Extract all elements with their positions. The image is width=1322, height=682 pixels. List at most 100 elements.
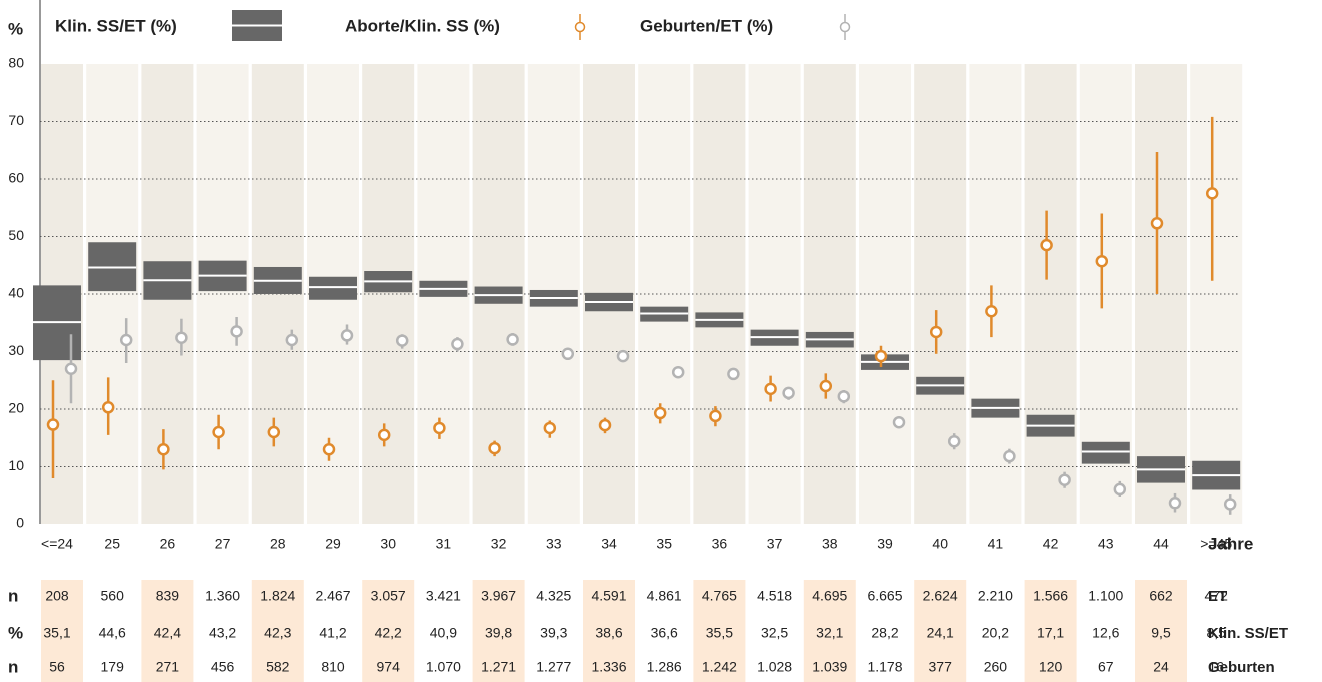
y-tick-label: 0 bbox=[16, 515, 24, 531]
table-cell: 24,1 bbox=[927, 625, 954, 641]
point bbox=[46, 418, 60, 431]
x-tick-label: 34 bbox=[601, 536, 617, 552]
point bbox=[1058, 473, 1071, 486]
x-tick-label: <=24 bbox=[41, 536, 73, 552]
table-cell: 42,4 bbox=[154, 625, 181, 641]
x-tick-label: 41 bbox=[988, 536, 1004, 552]
table-cell: 4.591 bbox=[591, 588, 626, 604]
table-cell: 1.242 bbox=[702, 659, 737, 675]
x-tick-label: 33 bbox=[546, 536, 562, 552]
x-tick-label: 31 bbox=[436, 536, 452, 552]
point bbox=[1113, 482, 1127, 496]
y-tick-label: 40 bbox=[8, 285, 24, 301]
y-tick-label: 30 bbox=[8, 342, 24, 358]
table-cell: 3.057 bbox=[371, 588, 406, 604]
table-cell: 1.028 bbox=[757, 659, 792, 675]
table-cell: 42,2 bbox=[375, 625, 402, 641]
table-column-bg bbox=[1024, 580, 1077, 682]
x-tick-label: 26 bbox=[160, 536, 176, 552]
table-cell: 4.695 bbox=[812, 588, 847, 604]
y-tick-label: 70 bbox=[8, 112, 24, 128]
table-cell: 12,6 bbox=[1092, 625, 1119, 641]
table-cell: 24 bbox=[1153, 659, 1169, 675]
x-axis-label: Jahre bbox=[1208, 534, 1253, 553]
ci-box bbox=[1081, 441, 1130, 464]
table-cell: 1.286 bbox=[647, 659, 682, 675]
table-cell: 472 bbox=[1205, 588, 1229, 604]
y-tick-label: 80 bbox=[8, 55, 24, 71]
x-tick-label: 32 bbox=[491, 536, 507, 552]
table-cell: 1.824 bbox=[260, 588, 295, 604]
x-tick-label: >=45 bbox=[1200, 536, 1232, 552]
point bbox=[561, 347, 575, 361]
point bbox=[395, 334, 409, 347]
point bbox=[64, 362, 78, 375]
table-cell: 2.467 bbox=[315, 588, 350, 604]
table-cell: 41,2 bbox=[319, 625, 346, 641]
table-cell: 4.518 bbox=[757, 588, 792, 604]
x-tick-label: 42 bbox=[1043, 536, 1059, 552]
point bbox=[1095, 254, 1109, 268]
y-tick-label: 20 bbox=[8, 400, 24, 416]
y-tick-label: 60 bbox=[8, 170, 24, 186]
table-column-bg bbox=[472, 580, 525, 682]
point bbox=[488, 441, 501, 455]
table-cell: 9,5 bbox=[1151, 625, 1171, 641]
table-cell: 120 bbox=[1039, 659, 1063, 675]
point bbox=[653, 406, 667, 420]
table-cell: 8,5 bbox=[1206, 625, 1226, 641]
table-cell: 377 bbox=[929, 659, 953, 675]
table-cell: 1.178 bbox=[867, 659, 902, 675]
point bbox=[451, 337, 464, 351]
table-cell: 44,6 bbox=[99, 625, 126, 641]
table-column-bg bbox=[362, 580, 415, 682]
point bbox=[1003, 449, 1016, 463]
x-tick-label: 28 bbox=[270, 536, 286, 552]
legend-label: Klin. SS/ET (%) bbox=[55, 16, 177, 35]
point bbox=[985, 305, 998, 318]
table-cell: 35,5 bbox=[706, 625, 733, 641]
point bbox=[212, 425, 225, 439]
point bbox=[230, 325, 243, 338]
table-cell: 456 bbox=[211, 659, 235, 675]
table-column-bg bbox=[141, 580, 194, 682]
row-label: n bbox=[8, 657, 18, 676]
point bbox=[819, 379, 833, 393]
table-cell: 4.325 bbox=[536, 588, 571, 604]
table-cell: 1.070 bbox=[426, 659, 461, 675]
row-title: Klin. SS/ET bbox=[1208, 625, 1288, 642]
row-title: Geburten bbox=[1208, 659, 1275, 676]
table-cell: 38,6 bbox=[595, 625, 622, 641]
table-cell: 974 bbox=[377, 659, 401, 675]
table-cell: 1.100 bbox=[1088, 588, 1123, 604]
x-tick-label: 44 bbox=[1153, 536, 1169, 552]
table-cell: 1.039 bbox=[812, 659, 847, 675]
table-cell: 1.360 bbox=[205, 588, 240, 604]
table-cell: 32,5 bbox=[761, 625, 788, 641]
table-cell: 1.566 bbox=[1033, 588, 1068, 604]
table-cell: 1.277 bbox=[536, 659, 571, 675]
table-cell: 36,6 bbox=[651, 625, 678, 641]
table-cell: 42,3 bbox=[264, 625, 291, 641]
legend-swatch bbox=[839, 21, 851, 33]
table-cell: 43,2 bbox=[209, 625, 236, 641]
row-label: % bbox=[8, 623, 23, 642]
point bbox=[598, 418, 612, 432]
point bbox=[543, 421, 557, 435]
point bbox=[377, 428, 391, 442]
legend-label: Geburten/ET (%) bbox=[640, 16, 773, 35]
x-tick-label: 39 bbox=[877, 536, 893, 552]
point bbox=[433, 421, 446, 435]
point bbox=[506, 333, 519, 346]
table-cell: 271 bbox=[156, 659, 180, 675]
point bbox=[285, 333, 299, 347]
table-cell: 1.271 bbox=[481, 659, 516, 675]
table-cell: 839 bbox=[156, 588, 180, 604]
table-cell: 1.336 bbox=[591, 659, 626, 675]
row-title: ET bbox=[1208, 588, 1227, 605]
point bbox=[929, 325, 943, 339]
row-label: n bbox=[8, 586, 18, 605]
point bbox=[322, 443, 336, 456]
point bbox=[837, 390, 851, 403]
table-cell: 16 bbox=[1208, 659, 1224, 675]
